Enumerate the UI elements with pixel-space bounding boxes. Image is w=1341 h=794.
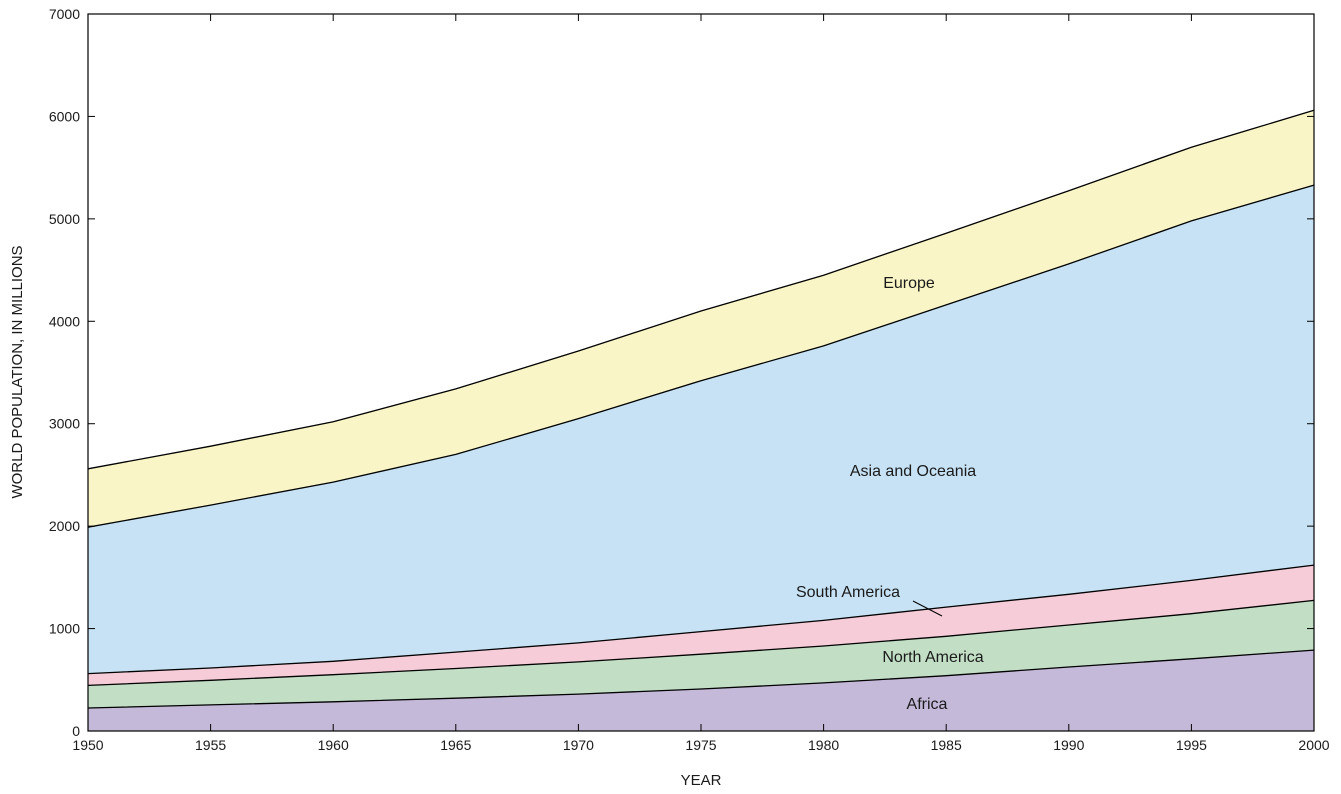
x-tick-label: 1965 (440, 737, 471, 753)
series-label-north-america: North America (882, 649, 983, 666)
line-europe (87, 109, 1315, 470)
x-axis-title: YEAR (681, 772, 722, 789)
stacked-areas (88, 110, 1314, 731)
x-tick-label: 1985 (931, 737, 962, 753)
area-europe (88, 110, 1314, 528)
series-label-europe: Europe (883, 275, 935, 292)
y-axis-ticks: 0 1000 2000 3000 4000 5000 6000 7000 (49, 6, 1314, 739)
y-tick-label: 1000 (49, 621, 80, 637)
area-asia-and-oceania (88, 185, 1314, 674)
y-tick-label: 0 (72, 723, 80, 739)
area-south-america (88, 565, 1314, 686)
y-tick-label: 3000 (49, 416, 80, 432)
area-africa (88, 650, 1314, 731)
x-axis-ticks: 1950 1955 1960 1965 1970 1975 1980 1985 1990 1995… (72, 14, 1330, 753)
x-tick-label: 1990 (1053, 737, 1084, 753)
x-tick-label: 1960 (318, 737, 349, 753)
x-tick-label: 1955 (195, 737, 226, 753)
line-africa (87, 649, 1315, 709)
y-tick-label: 4000 (49, 313, 80, 329)
series-label-south-america: South America (796, 584, 900, 601)
x-tick-label: 1980 (808, 737, 839, 753)
x-tick-label: 2000 (1298, 737, 1329, 753)
y-tick-label: 5000 (49, 211, 80, 227)
x-tick-label: 1950 (72, 737, 103, 753)
series-boundary-lines (87, 109, 1315, 709)
series-label-asia-and-oceania: Asia and Oceania (850, 463, 976, 480)
x-tick-label: 1970 (563, 737, 594, 753)
x-tick-label: 1975 (685, 737, 716, 753)
line-south-america (87, 564, 1315, 675)
series-label-africa: Africa (907, 696, 948, 713)
south-america-leader-line (912, 600, 943, 617)
y-axis-title: WORLD POPULATION, IN MILLIONS (9, 245, 26, 498)
y-tick-label: 7000 (49, 6, 80, 22)
y-tick-label: 2000 (49, 518, 80, 534)
line-asia-and-oceania (87, 184, 1315, 528)
line-north-america (87, 599, 1315, 687)
y-tick-label: 6000 (49, 108, 80, 124)
x-tick-label: 1995 (1176, 737, 1207, 753)
